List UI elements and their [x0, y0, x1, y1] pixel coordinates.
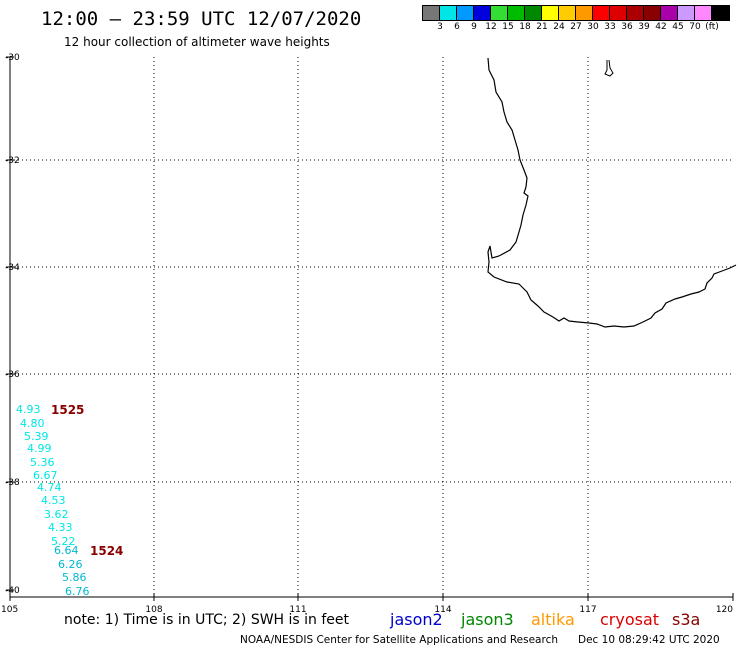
lon-label: 111 [289, 605, 306, 615]
swh-value: 4.99 [27, 442, 52, 455]
satellite-s3a: s3a [672, 610, 701, 629]
colorbar-swatch [576, 6, 593, 20]
colorbar-label: 18 [519, 22, 531, 32]
lat-label: -34 [5, 263, 20, 273]
lat-label: -32 [5, 156, 20, 166]
colorbar-label: 33 [604, 22, 616, 32]
pass-number: 1524 [90, 544, 123, 558]
swh-value: 4.53 [41, 494, 66, 507]
colorbar-label: 70 [689, 22, 701, 32]
lon-label: 117 [579, 605, 596, 615]
satellite-jason3: jason3 [461, 610, 514, 629]
units-note: note: 1) Time is in UTC; 2) SWH is in fe… [64, 612, 350, 628]
swh-value: 4.74 [37, 481, 62, 494]
lat-label: -38 [5, 478, 20, 488]
colorbar-swatch [474, 6, 491, 20]
colorbar-swatch [559, 6, 576, 20]
map-subtitle: 12 hour collection of altimeter wave hei… [64, 35, 330, 49]
colorbar-label: 3 [437, 22, 443, 32]
satellite-jason2: jason2 [390, 610, 443, 629]
colorbar-label: (ft) [705, 22, 719, 32]
lon-label: 105 [1, 605, 18, 615]
swh-value: 4.93 [16, 403, 41, 416]
colorbar-swatch [695, 6, 712, 20]
satellite-altika: altika [531, 610, 575, 629]
colorbar-swatch [712, 6, 729, 20]
swh-value: 6.67 [33, 469, 58, 482]
swh-observations: 4.934.805.394.995.366.674.744.533.624.33… [16, 403, 123, 598]
colorbar-swatch [678, 6, 695, 20]
colorbar-label: 36 [621, 22, 633, 32]
lat-label: -36 [5, 370, 20, 380]
credit-line: NOAA/NESDIS Center for Satellite Applica… [240, 634, 558, 646]
swh-value: 6.26 [58, 558, 83, 571]
colorbar-swatch [508, 6, 525, 20]
colorbar-swatch [627, 6, 644, 20]
colorbar-label: 9 [471, 22, 477, 32]
swh-value: 6.76 [65, 585, 90, 598]
colorbar-swatch [644, 6, 661, 20]
map-title: 12:00 – 23:59 UTC 12/07/2020 [41, 8, 362, 30]
generated-timestamp: Dec 10 08:29:42 UTC 2020 [578, 634, 720, 646]
colorbar-label: 24 [553, 22, 565, 32]
axis-labels: -30 -32 -34 -36 -38 -40 105 108 111 114 117 120 [1, 53, 733, 615]
pass-number: 1525 [51, 403, 84, 417]
swh-value: 5.39 [24, 430, 49, 443]
swh-value: 4.33 [48, 521, 73, 534]
colorbar-label: 21 [536, 22, 548, 32]
colorbar-swatch [491, 6, 508, 20]
colorbar-label: 39 [638, 22, 650, 32]
map-frame-axes [6, 56, 734, 601]
swh-value: 4.80 [20, 417, 45, 430]
colorbar-swatch [457, 6, 474, 20]
lat-label: -30 [5, 53, 20, 63]
swh-value: 5.86 [62, 571, 87, 584]
colorbar-label: 42 [655, 22, 667, 32]
colorbar-label: 45 [672, 22, 684, 32]
lat-lon-grid [10, 57, 733, 597]
colorbar-swatch [440, 6, 457, 20]
swh-value: 3.62 [44, 508, 69, 521]
australia-coastline [487, 57, 737, 328]
lat-label: -40 [5, 586, 20, 596]
wave-height-colorbar [422, 5, 730, 21]
lon-label: 120 [716, 605, 733, 615]
colorbar-swatch [423, 6, 440, 20]
colorbar-swatch [661, 6, 678, 20]
swh-value: 6.64 [54, 544, 79, 557]
swh-value: 5.36 [30, 456, 55, 469]
colorbar-label: 27 [570, 22, 582, 32]
lon-label: 108 [145, 605, 162, 615]
colorbar-label: 6 [454, 22, 460, 32]
island-outline [604, 59, 614, 77]
colorbar-label: 30 [587, 22, 599, 32]
satellite-cryosat: cryosat [600, 610, 660, 629]
swh-value: 5.22 [51, 535, 76, 548]
colorbar-label: 15 [502, 22, 514, 32]
colorbar-swatch [593, 6, 610, 20]
colorbar-swatch [610, 6, 627, 20]
colorbar-swatch [542, 6, 559, 20]
lon-label: 114 [434, 605, 451, 615]
colorbar-swatch [525, 6, 542, 20]
colorbar-label: 12 [485, 22, 497, 32]
